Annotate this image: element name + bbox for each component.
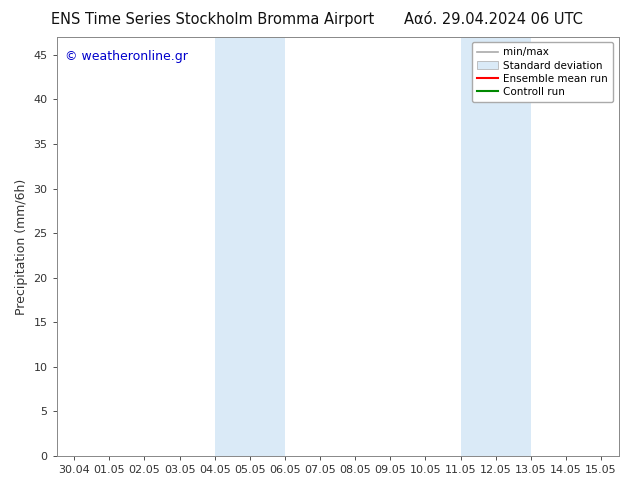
Legend: min/max, Standard deviation, Ensemble mean run, Controll run: min/max, Standard deviation, Ensemble me… — [472, 42, 613, 102]
Y-axis label: Precipitation (mm/6h): Precipitation (mm/6h) — [15, 178, 28, 315]
Bar — [496, 37, 531, 456]
Bar — [250, 37, 285, 456]
Text: © weatheronline.gr: © weatheronline.gr — [65, 49, 188, 63]
Text: Ααό. 29.04.2024 06 UTC: Ααό. 29.04.2024 06 UTC — [404, 12, 583, 27]
Bar — [460, 37, 496, 456]
Text: ENS Time Series Stockholm Bromma Airport: ENS Time Series Stockholm Bromma Airport — [51, 12, 374, 27]
Bar — [215, 37, 250, 456]
